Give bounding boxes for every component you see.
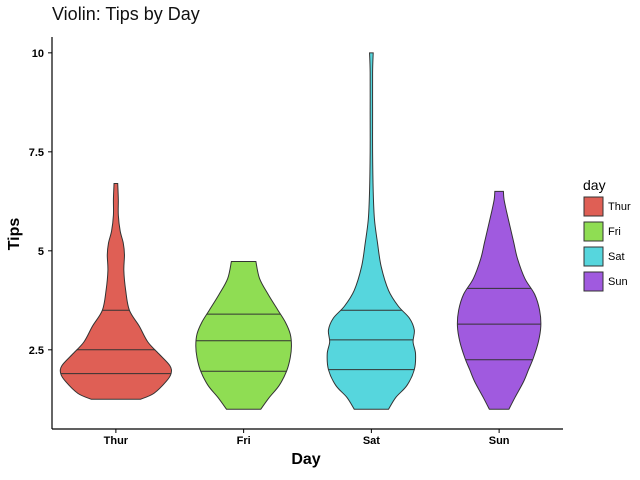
y-tick-label: 2.5	[29, 345, 44, 357]
axes-group	[51, 37, 563, 430]
y-tick-label: 7.5	[29, 147, 44, 159]
y-tick-label: 10	[32, 48, 44, 60]
y-ticks-group: 2.5 5 7.5 10	[29, 48, 52, 357]
x-tick-label: Thur	[104, 435, 129, 447]
legend-swatch-fri	[583, 221, 604, 242]
legend-swatch-thur	[583, 196, 604, 217]
violins-group	[59, 52, 542, 410]
legend: day Thur Fri Sat Sun	[583, 177, 631, 292]
violin-sat	[326, 52, 417, 410]
chart-title: Violin: Tips by Day	[52, 4, 200, 24]
y-axis-label: Tips	[6, 218, 23, 251]
x-tick-label: Fri	[237, 435, 251, 447]
legend-swatch-sat	[583, 246, 604, 267]
violin-thur	[59, 183, 172, 400]
legend-swatch-sun	[583, 271, 604, 292]
y-tick-label: 5	[38, 246, 44, 258]
x-ticks-group: Thur Fri Sat Sun	[104, 429, 510, 447]
legend-label-thur: Thur	[608, 201, 631, 213]
legend-label-sat: Sat	[608, 251, 625, 263]
x-tick-label: Sat	[363, 435, 380, 447]
legend-title: day	[583, 177, 606, 193]
legend-label-fri: Fri	[608, 226, 621, 238]
violin-fri	[195, 261, 292, 410]
legend-label-sun: Sun	[608, 276, 628, 288]
x-tick-label: Sun	[489, 435, 510, 447]
violin-sun	[456, 190, 542, 410]
x-axis-label: Day	[291, 451, 320, 468]
